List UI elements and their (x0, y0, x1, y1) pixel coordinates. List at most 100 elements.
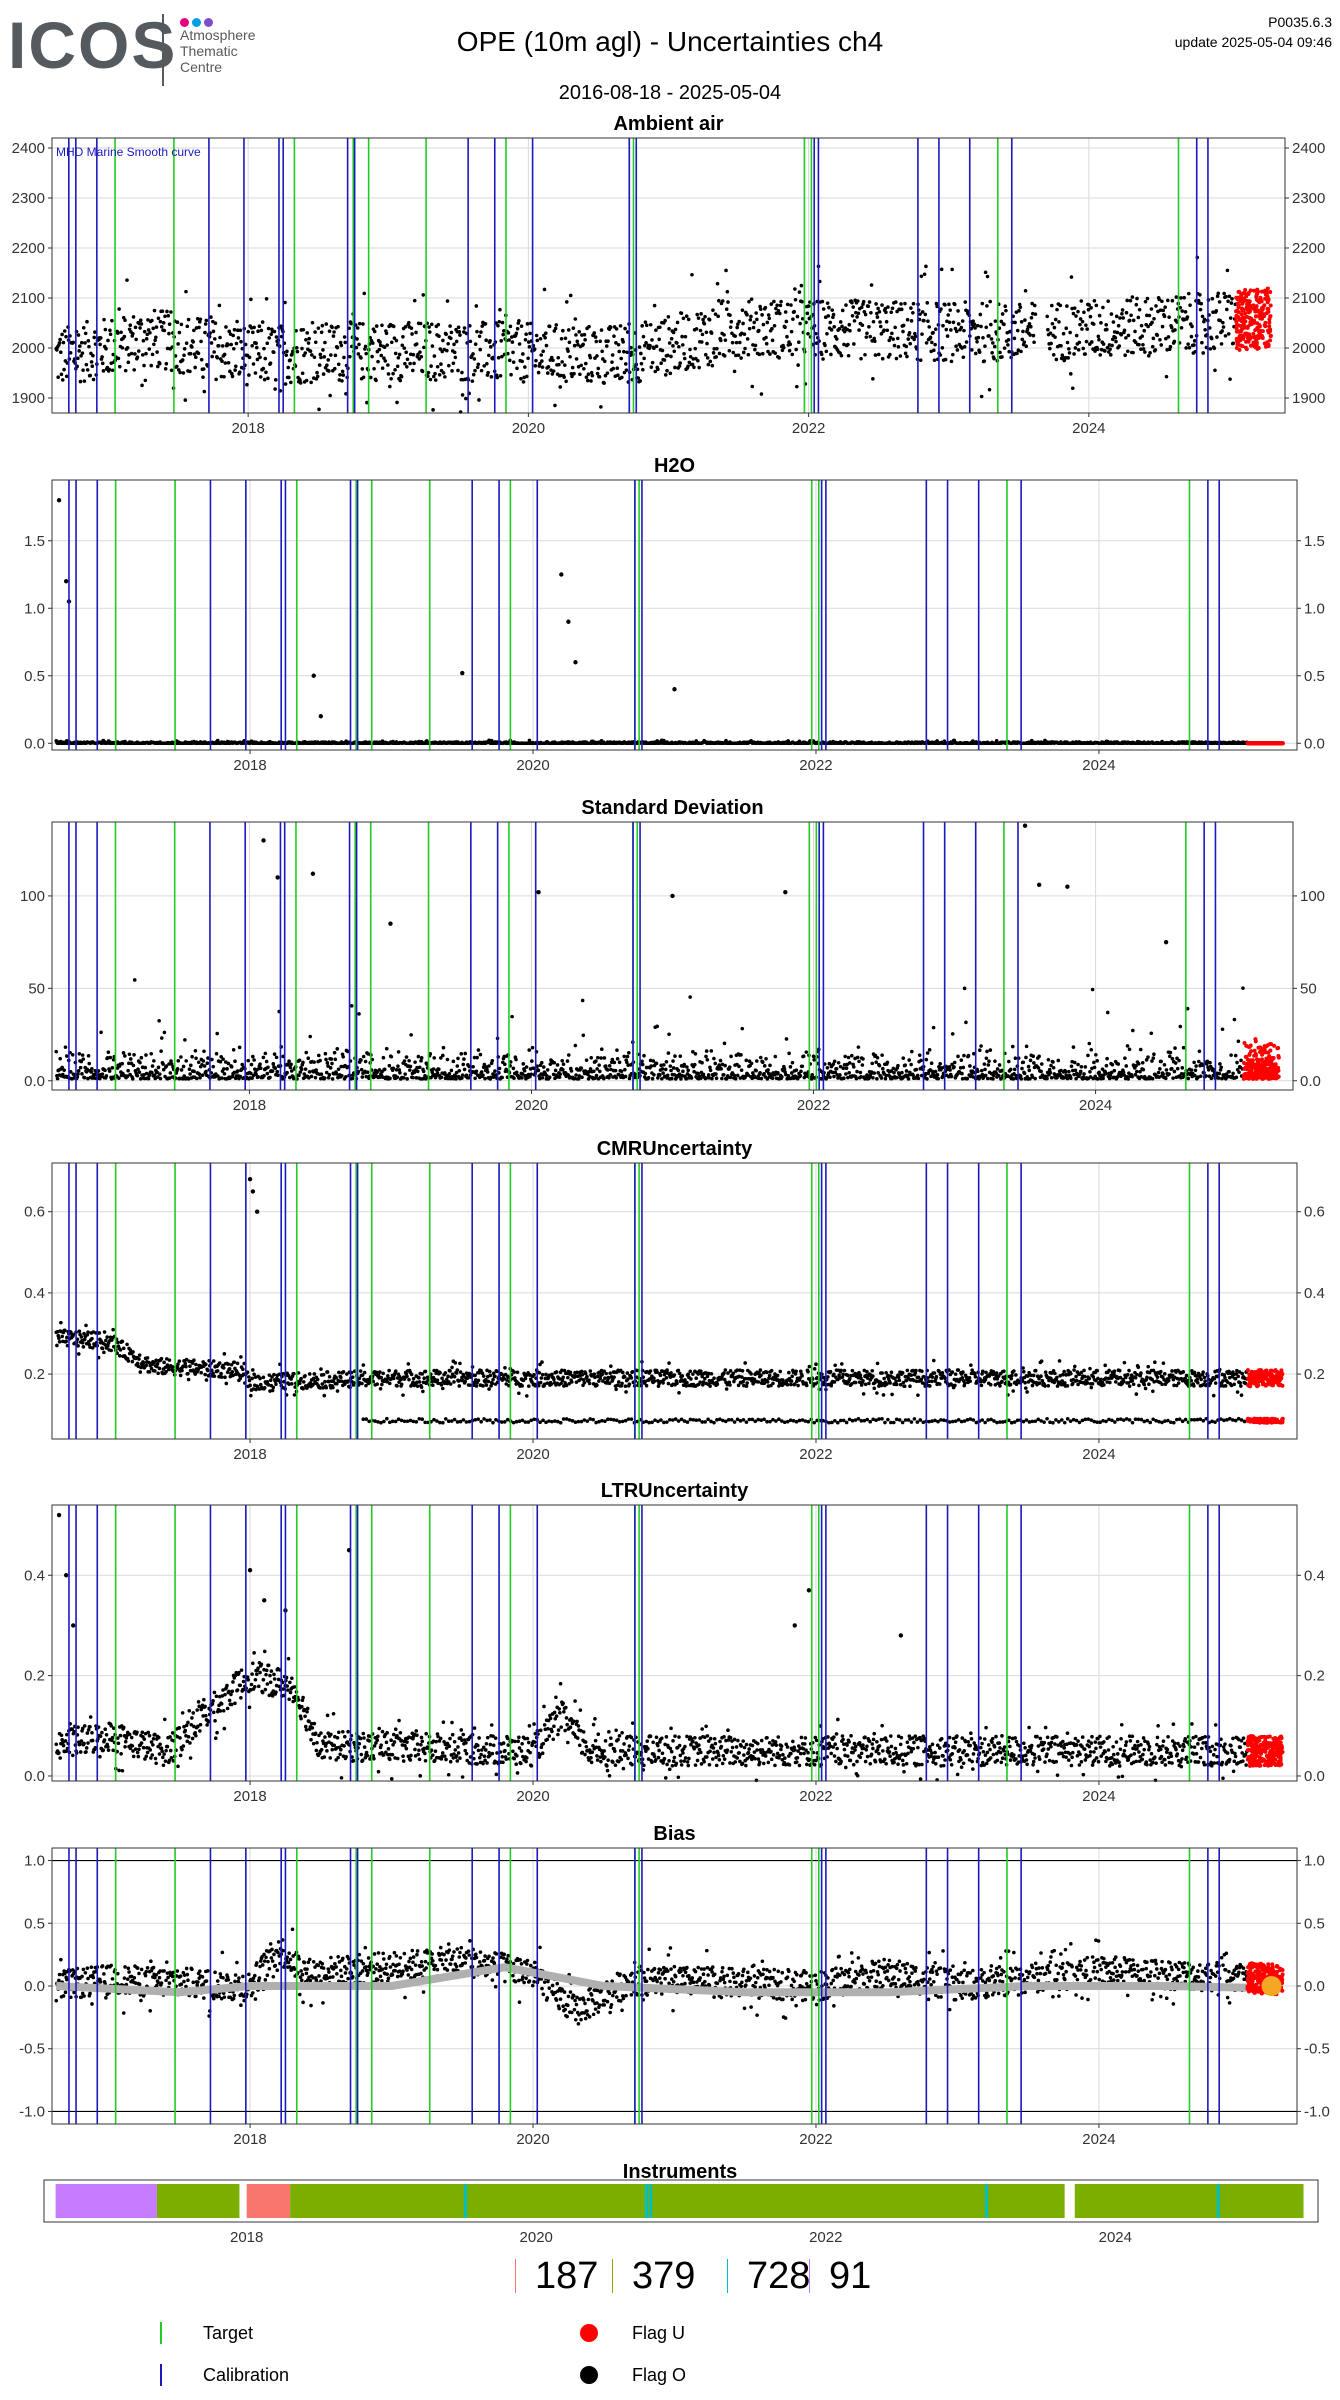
data-point (660, 348, 665, 353)
data-point (317, 363, 322, 367)
data-point (1143, 299, 1148, 304)
data-point (188, 1072, 192, 1076)
data-point (918, 358, 923, 363)
data-point (391, 1066, 396, 1071)
data-point (90, 364, 95, 369)
data-point (182, 346, 187, 351)
data-point (135, 1073, 140, 1078)
data-point (218, 335, 222, 340)
data-point (979, 394, 984, 399)
data-point (192, 328, 196, 333)
data-point (56, 375, 60, 380)
data-point (395, 364, 400, 369)
data-point (222, 374, 226, 379)
data-point (181, 371, 186, 375)
data-point (510, 1014, 514, 1019)
data-point (1101, 342, 1106, 346)
data-point (147, 347, 152, 351)
data-point (922, 318, 926, 323)
data-point (823, 343, 827, 348)
data-point (1082, 310, 1086, 315)
data-point (387, 1063, 392, 1068)
data-point (235, 319, 239, 324)
data-point (440, 1053, 445, 1058)
data-point (867, 300, 872, 304)
data-point (638, 379, 642, 383)
x-tick-label: 2018 (233, 757, 266, 774)
data-point (673, 365, 677, 370)
data-point (231, 333, 235, 338)
y-tick-label: 1900 (1292, 390, 1325, 407)
data-point (973, 351, 978, 356)
data-point (861, 299, 866, 304)
data-point (826, 314, 831, 318)
data-point (1081, 346, 1086, 351)
data-point (175, 320, 180, 325)
data-point (617, 349, 622, 354)
data-point (728, 325, 733, 329)
data-point (262, 346, 266, 351)
data-point (1143, 350, 1147, 354)
data-point (197, 325, 201, 330)
data-point (933, 327, 938, 332)
data-point (496, 355, 501, 360)
data-point (971, 319, 975, 323)
data-point (226, 1061, 231, 1066)
data-point (338, 340, 343, 345)
data-point (230, 374, 235, 379)
data-point (595, 354, 599, 358)
data-point (521, 352, 525, 356)
data-point (60, 378, 65, 382)
data-point (187, 1067, 192, 1071)
data-point (322, 355, 327, 359)
flag-u-point (1258, 296, 1263, 301)
data-point (359, 1058, 363, 1062)
data-point (1046, 327, 1050, 332)
data-point (62, 329, 67, 333)
data-point (677, 364, 682, 368)
data-point (435, 364, 440, 369)
data-point (340, 369, 345, 374)
data-point (787, 348, 792, 353)
data-point (270, 1069, 275, 1073)
y-tick-label: 2100 (1292, 290, 1325, 307)
data-point (1097, 313, 1102, 318)
y-tick-label: 2300 (12, 190, 45, 207)
data-point (835, 337, 839, 341)
data-point (490, 1059, 495, 1063)
data-point (529, 1072, 533, 1077)
data-point (795, 314, 800, 319)
data-point (970, 348, 974, 352)
data-point (639, 351, 643, 356)
data-point (385, 343, 389, 347)
data-point (785, 302, 790, 307)
data-point (300, 371, 305, 376)
data-point (360, 367, 365, 371)
data-point (1188, 303, 1192, 307)
data-point (563, 363, 567, 367)
data-point (482, 364, 486, 368)
data-point (456, 325, 461, 330)
data-point (1073, 346, 1078, 350)
data-point (381, 1055, 386, 1060)
data-point (951, 320, 956, 325)
data-point (487, 1064, 491, 1068)
data-point (308, 349, 313, 353)
data-point (1125, 298, 1129, 303)
data-point (495, 375, 500, 380)
data-point (471, 1064, 475, 1069)
data-point (637, 345, 642, 349)
data-point (386, 372, 391, 376)
data-point (336, 1067, 341, 1072)
data-point (152, 308, 157, 313)
data-point (867, 325, 871, 329)
y-tick-label: 2100 (12, 290, 45, 307)
data-point (177, 330, 182, 335)
data-point (1140, 334, 1145, 339)
data-point (538, 361, 542, 366)
data-point (474, 304, 479, 308)
data-point (374, 324, 379, 328)
data-point (361, 322, 365, 326)
data-point (1219, 342, 1224, 346)
data-point (855, 299, 860, 303)
